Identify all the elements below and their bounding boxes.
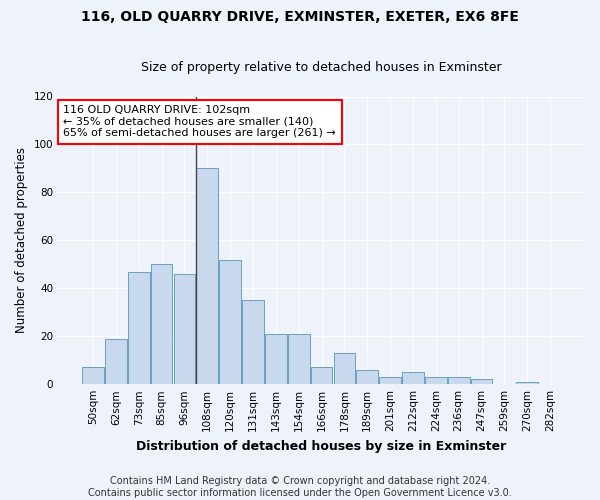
Bar xyxy=(448,377,470,384)
Bar xyxy=(173,274,195,384)
Text: Contains HM Land Registry data © Crown copyright and database right 2024.
Contai: Contains HM Land Registry data © Crown c… xyxy=(88,476,512,498)
Bar xyxy=(105,338,127,384)
Bar xyxy=(128,272,149,384)
Bar xyxy=(219,260,241,384)
Bar xyxy=(265,334,287,384)
Bar xyxy=(82,368,104,384)
Bar xyxy=(471,380,493,384)
X-axis label: Distribution of detached houses by size in Exminster: Distribution of detached houses by size … xyxy=(136,440,507,452)
Y-axis label: Number of detached properties: Number of detached properties xyxy=(15,148,28,334)
Bar xyxy=(334,353,355,384)
Text: 116, OLD QUARRY DRIVE, EXMINSTER, EXETER, EX6 8FE: 116, OLD QUARRY DRIVE, EXMINSTER, EXETER… xyxy=(81,10,519,24)
Text: 116 OLD QUARRY DRIVE: 102sqm
← 35% of detached houses are smaller (140)
65% of s: 116 OLD QUARRY DRIVE: 102sqm ← 35% of de… xyxy=(64,105,336,138)
Bar xyxy=(242,300,264,384)
Bar xyxy=(379,377,401,384)
Bar xyxy=(311,368,332,384)
Bar xyxy=(288,334,310,384)
Bar xyxy=(196,168,218,384)
Bar xyxy=(402,372,424,384)
Bar xyxy=(356,370,378,384)
Title: Size of property relative to detached houses in Exminster: Size of property relative to detached ho… xyxy=(141,62,502,74)
Bar xyxy=(151,264,172,384)
Bar xyxy=(425,377,447,384)
Bar xyxy=(517,382,538,384)
